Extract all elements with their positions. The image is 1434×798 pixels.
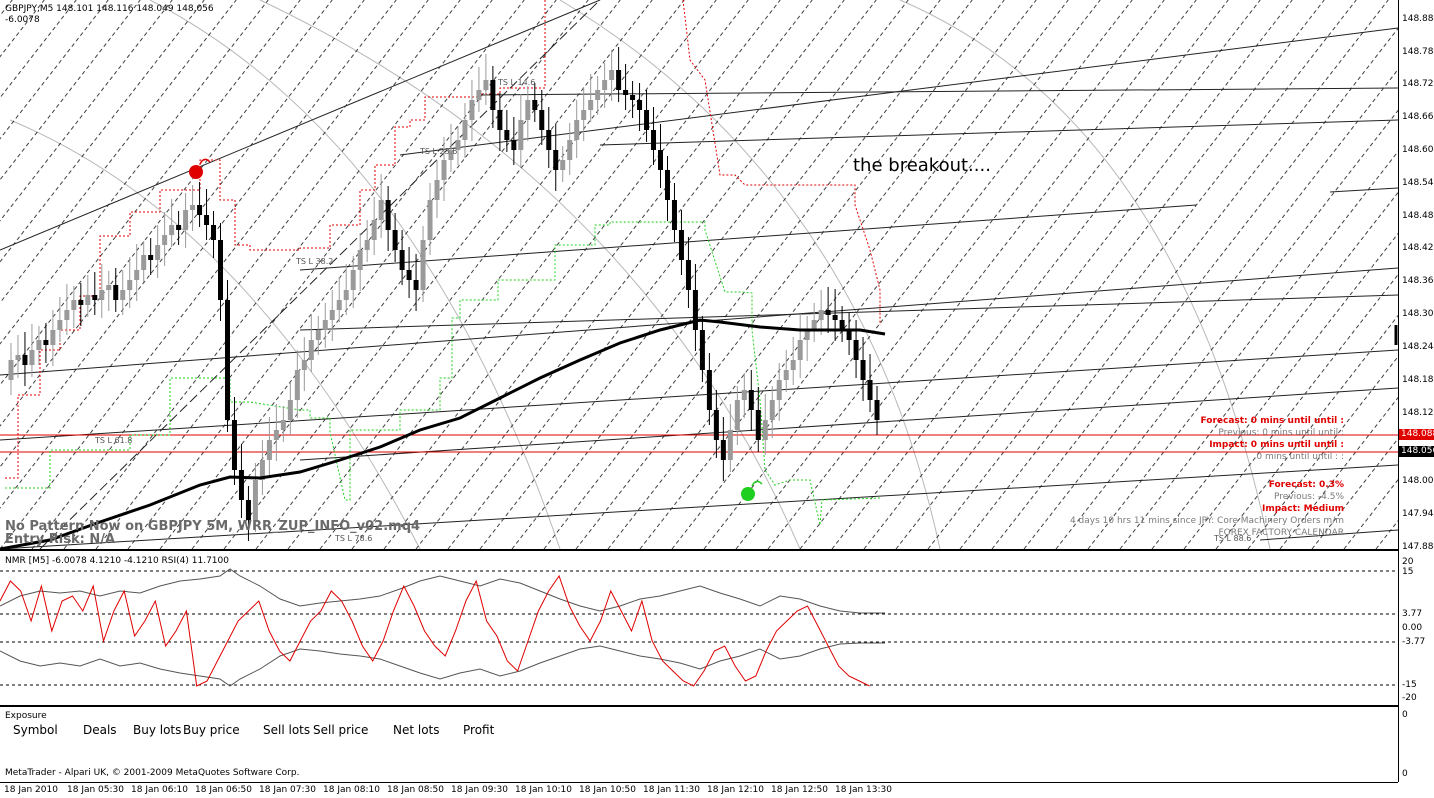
- ff-forecast-value: Forecast: 0.3%: [1268, 480, 1344, 490]
- price-label: 148.244: [1402, 342, 1434, 352]
- level-label: 15: [1402, 567, 1414, 577]
- price-label: 148.724: [1402, 79, 1434, 89]
- price-label: 148.664: [1402, 112, 1434, 122]
- exposure-col-buy-price[interactable]: Buy price: [183, 723, 240, 737]
- ff-since-line: 4 days 10 hrs 11 mins since JPY: Core Ma…: [1069, 516, 1344, 526]
- time-label: 18 Jan 10:50: [579, 785, 636, 795]
- fib-label: TS L 38.2: [296, 257, 334, 266]
- exposure-col-net-lots[interactable]: Net lots: [393, 723, 440, 737]
- chart-header: GBPJPY,M5 148.101 148.116 148.049 148.05…: [5, 4, 214, 14]
- level-label: 3.77: [1402, 609, 1423, 619]
- ff-previous-value: Previous: -4.5%: [1273, 492, 1344, 502]
- indicator-panel[interactable]: NMR [M5] -6.0078 4.1210 -4.1210 RSI(4) 1…: [0, 551, 1398, 705]
- price-label: 148.604: [1402, 145, 1434, 155]
- time-label: 18 Jan 08:50: [387, 785, 444, 795]
- time-label: 18 Jan 08:10: [323, 785, 380, 795]
- level-label: 0.00: [1402, 623, 1423, 633]
- ff-previous-line: Previous: 0 mins until until :: [1218, 428, 1344, 438]
- price-axis-border: [1398, 0, 1399, 782]
- level-label: -3.77: [1402, 637, 1426, 647]
- level-label: -20: [1402, 693, 1417, 703]
- ff-calendar-title: FOREX FACTORY CALENDAR: [1218, 528, 1344, 538]
- main-chart-canvas[interactable]: [0, 0, 1398, 549]
- fib-label: TS L 23.6: [420, 147, 458, 156]
- exposure-axis-top: 0: [1402, 710, 1408, 720]
- level-label: -15: [1402, 680, 1417, 690]
- time-label: 18 Jan 11:30: [643, 785, 700, 795]
- exposure-title: Exposure: [5, 711, 47, 721]
- exposure-col-sell-lots[interactable]: Sell lots: [263, 723, 311, 737]
- time-label: 18 Jan 06:50: [195, 785, 252, 795]
- price-label: 147.944: [1402, 509, 1434, 519]
- breakout-annotation[interactable]: the breakout....: [853, 155, 991, 176]
- price-label: 148.784: [1402, 47, 1434, 57]
- price-label: 148.184: [1402, 375, 1434, 385]
- time-label: 18 Jan 12:50: [771, 785, 828, 795]
- price-label: 148.884: [1402, 14, 1434, 24]
- fib-label: TS L 61.8: [95, 436, 133, 445]
- panel-divider: [0, 705, 1398, 707]
- time-axis-border: [0, 782, 1398, 783]
- level-label: 20: [1402, 557, 1414, 567]
- exposure-col-sell-price[interactable]: Sell price: [313, 723, 369, 737]
- time-label: 18 Jan 07:30: [259, 785, 316, 795]
- main-chart-panel[interactable]: GBPJPY,M5 148.101 148.116 148.049 148.05…: [0, 0, 1398, 549]
- ff-impact-line: Impact: 0 mins until until :: [1209, 440, 1344, 450]
- time-label: 18 Jan 12:10: [707, 785, 764, 795]
- chart-subheader: -6.0078: [5, 15, 40, 25]
- fib-label: TS L 14.6: [498, 78, 536, 87]
- time-label: 18 Jan 06:10: [131, 785, 188, 795]
- time-label: 18 Jan 13:30: [835, 785, 892, 795]
- indicator-canvas[interactable]: [0, 551, 1398, 705]
- ff-impact-value: Impact: Medium: [1262, 504, 1344, 514]
- time-label: 18 Jan 10:10: [515, 785, 572, 795]
- fib-label: TS L 78.6: [335, 534, 373, 543]
- exposure-footer: MetaTrader - Alpari UK, © 2001-2009 Meta…: [5, 768, 300, 778]
- time-label: 18 Jan 09:30: [451, 785, 508, 795]
- exposure-col-symbol[interactable]: Symbol: [13, 723, 58, 737]
- pattern-status: No Pattern Now on GBPJPY 5M, WRR_ZUP_INF…: [5, 519, 421, 534]
- price-label: 148.484: [1402, 211, 1434, 221]
- indicator-header: NMR [M5] -6.0078 4.1210 -4.1210 RSI(4) 1…: [5, 556, 229, 566]
- price-label: 147.884: [1402, 542, 1434, 552]
- entry-risk: Entry Risk: N/A: [5, 532, 116, 547]
- ff-time-line: 0 mins until until : :: [1256, 452, 1344, 462]
- exposure-col-deals[interactable]: Deals: [83, 723, 117, 737]
- exposure-col-buy-lots[interactable]: Buy lots: [133, 723, 182, 737]
- ff-forecast-line: Forecast: 0 mins until until :: [1200, 416, 1344, 426]
- price-label: 148.124: [1402, 408, 1434, 418]
- exposure-axis-bottom: 0: [1402, 769, 1408, 779]
- exposure-panel[interactable]: Exposure MetaTrader - Alpari UK, © 2001-…: [0, 707, 1398, 782]
- price-tag-level: 148.088: [1399, 429, 1434, 440]
- price-label: 148.424: [1402, 243, 1434, 253]
- price-label: 148.364: [1402, 276, 1434, 286]
- price-tag-current: 148.056: [1399, 446, 1434, 457]
- price-label: 148.544: [1402, 178, 1434, 188]
- time-label: 18 Jan 05:30: [67, 785, 124, 795]
- price-label: 148.000: [1402, 476, 1434, 486]
- time-label: 18 Jan 2010: [4, 785, 58, 795]
- fib-label: TS L 88.6: [1214, 534, 1252, 543]
- price-label: 148.304: [1402, 309, 1434, 319]
- panel-divider: [0, 549, 1398, 551]
- exposure-col-profit[interactable]: Profit: [463, 723, 495, 737]
